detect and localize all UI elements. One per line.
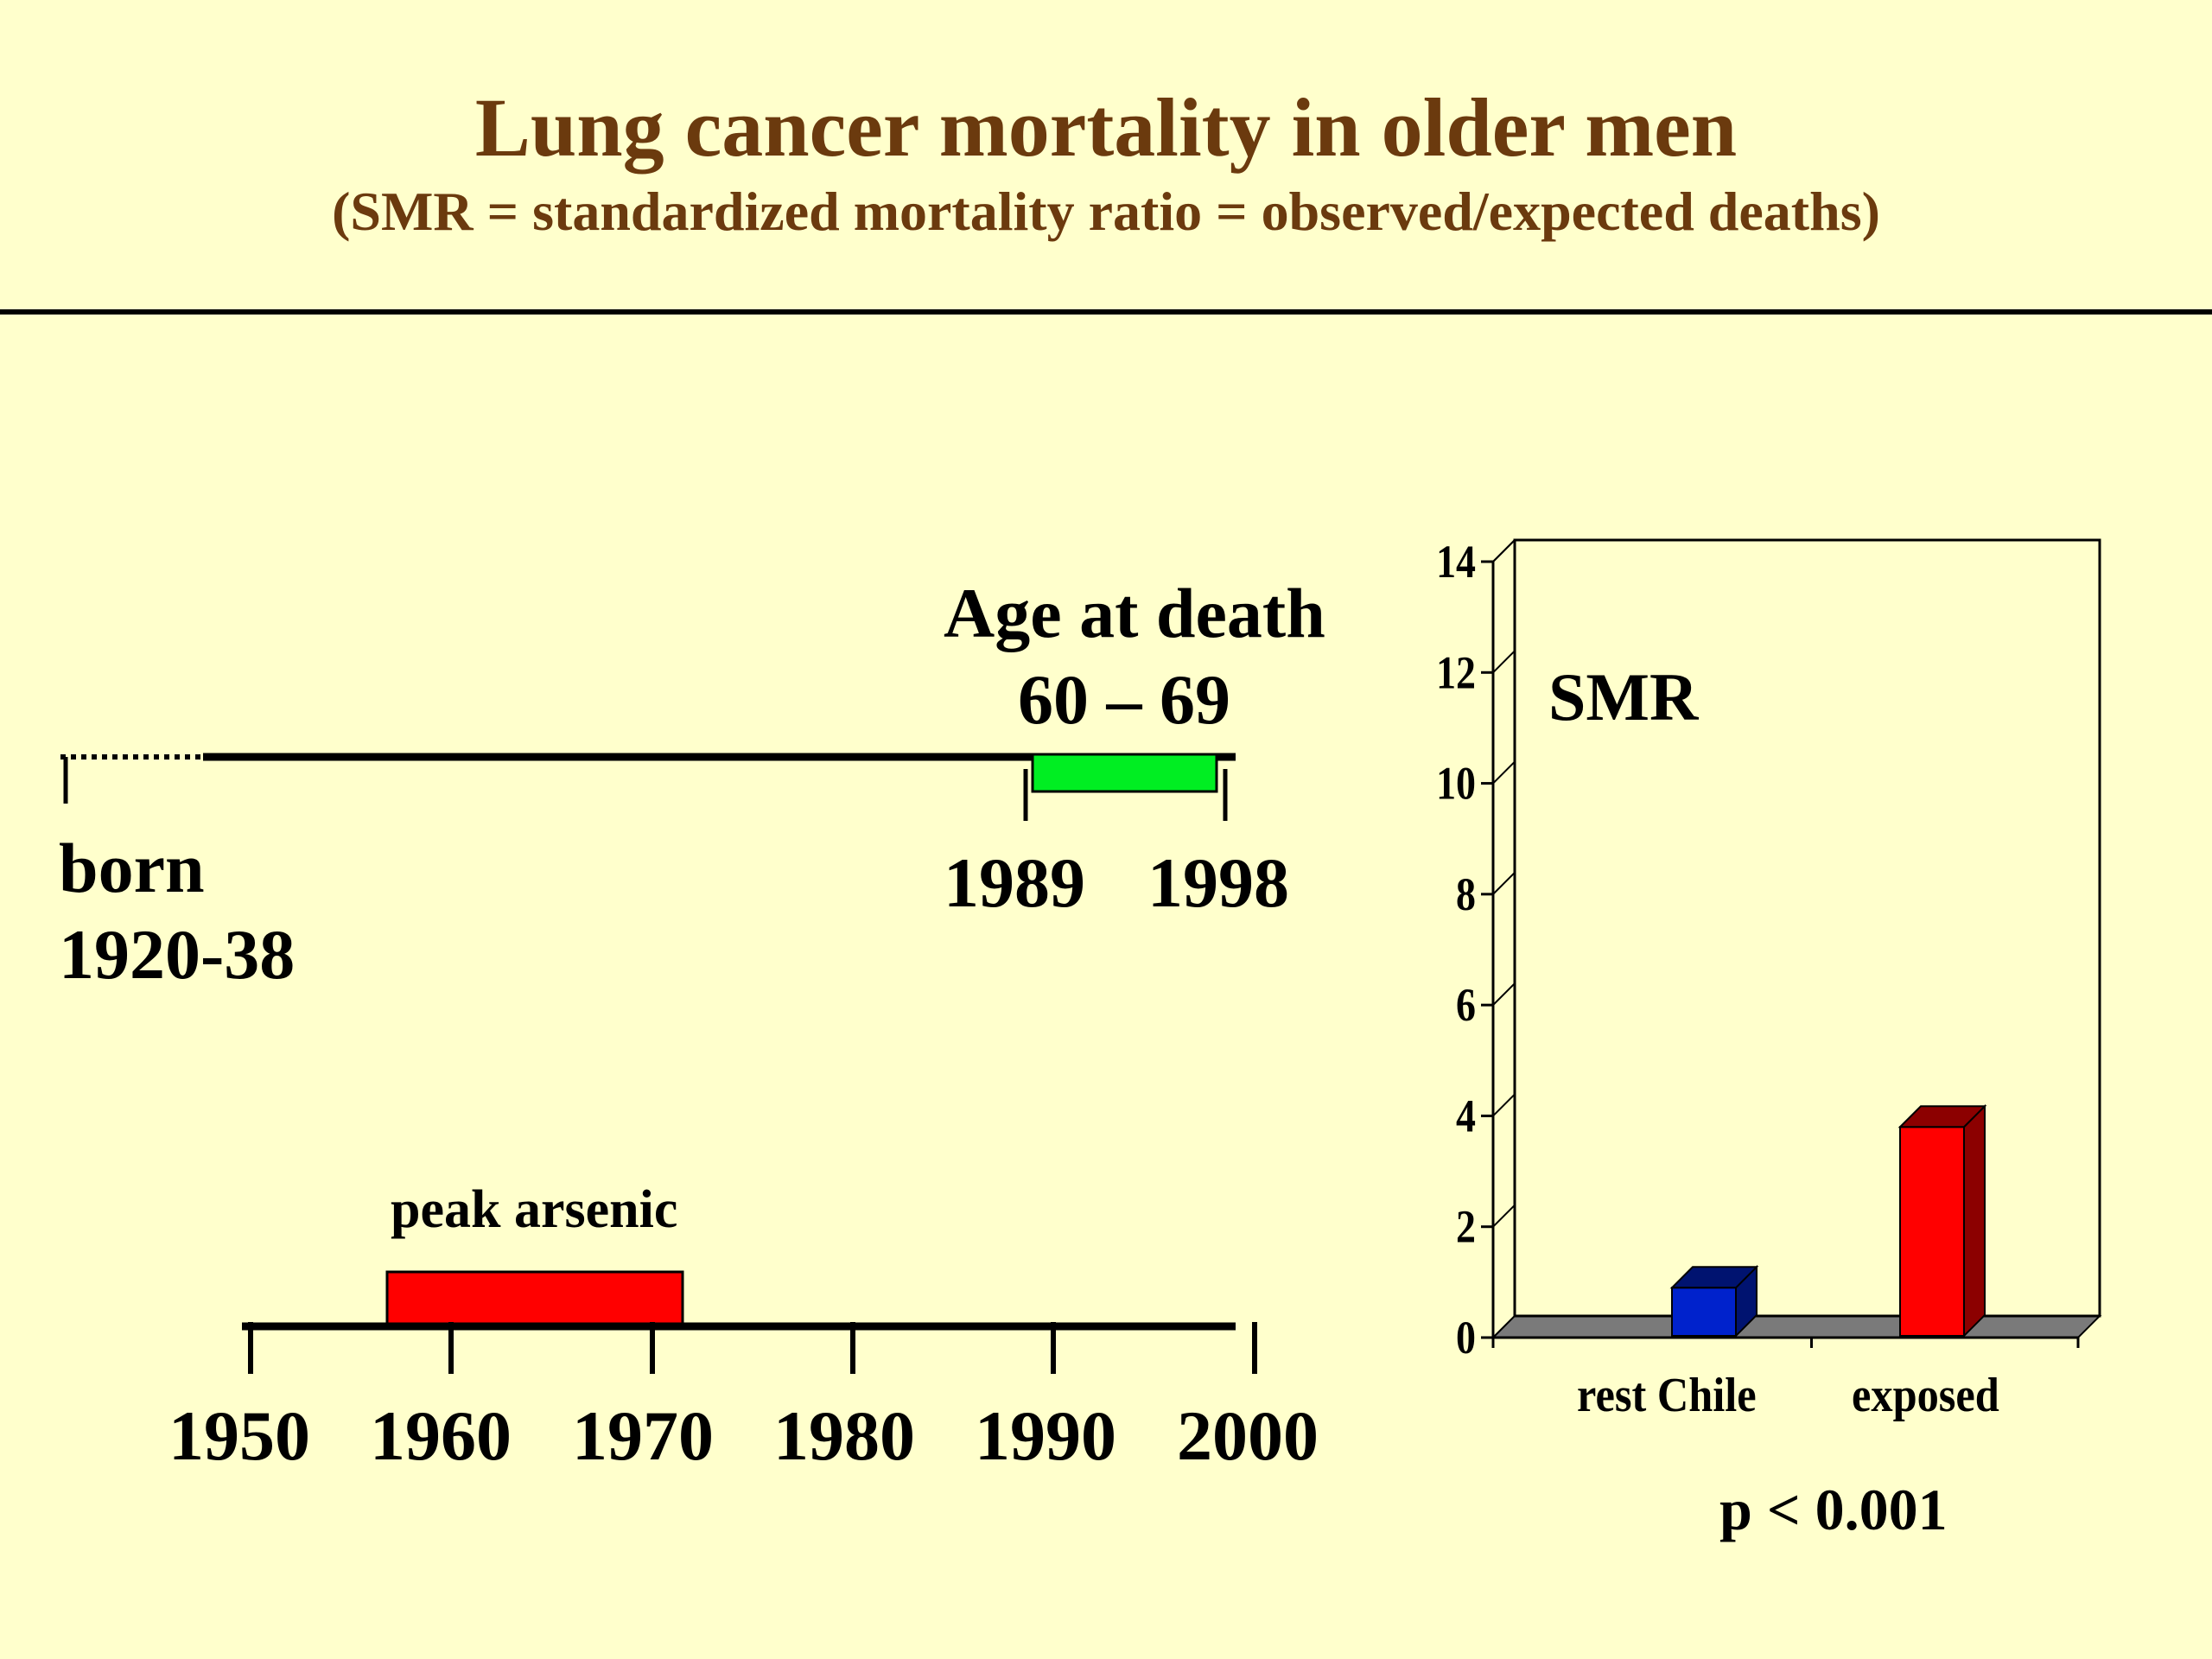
chart-frame: [1491, 538, 2102, 1348]
slide-subtitle: (SMR = standardized mortality ratio = ob…: [332, 181, 1880, 242]
y-tick-label: 6: [1456, 979, 1476, 1031]
gridline-side: [1492, 1205, 1516, 1228]
y-tick-label: 4: [1456, 1090, 1476, 1141]
death-end-year: 1998: [1147, 843, 1289, 922]
chart-top-edge: [1492, 539, 1516, 563]
y-tick-label: 10: [1436, 757, 1476, 809]
gridline-side: [1492, 872, 1516, 895]
bar-top: [1669, 1266, 1759, 1289]
gridline-side: [1492, 982, 1516, 1006]
chart-floor: [1491, 1315, 2102, 1338]
calendar-axis-ticks: [248, 1322, 1257, 1374]
peak-arsenic-label: peak arsenic: [391, 1180, 678, 1239]
y-tick-label: 12: [1436, 646, 1476, 698]
age-at-death-label: Age at death: [944, 574, 1325, 652]
chart-y-axis-ticks: 0 2 4 6 8 10 12 14: [1436, 536, 1493, 1363]
age-range: 60 – 69: [1018, 660, 1230, 739]
p-value-annotation: p < 0.001: [1719, 1477, 1948, 1542]
bar-side: [1963, 1103, 1986, 1338]
born-years: 1920-38: [59, 915, 296, 994]
bar-top: [1897, 1105, 1987, 1128]
bar-exposed: [1899, 1126, 1965, 1338]
gridline-side: [1492, 760, 1516, 785]
gridline-side: [1492, 1093, 1516, 1117]
calendar-label-1990: 1990: [975, 1396, 1116, 1475]
slide-title: Lung cancer mortality in older men: [474, 81, 1738, 174]
x-label-exposed: exposed: [1852, 1369, 1999, 1422]
death-window-bar: [1031, 753, 1218, 793]
chart-bars: [1669, 1103, 1987, 1338]
death-start-year: 1989: [944, 843, 1085, 922]
born-label: born: [59, 829, 205, 907]
calendar-label-2000: 2000: [1177, 1396, 1319, 1475]
y-tick-label: 2: [1456, 1200, 1476, 1252]
calendar-label-1960: 1960: [370, 1396, 512, 1475]
x-label-rest-chile: rest Chile: [1577, 1369, 1757, 1422]
peak-arsenic-bar: [385, 1270, 684, 1329]
calendar-label-1980: 1980: [773, 1396, 915, 1475]
gridline-side: [1492, 650, 1516, 673]
title-divider: [0, 309, 2212, 315]
y-tick-label: 8: [1456, 868, 1476, 919]
chart-title: SMR: [1548, 659, 1700, 734]
calendar-label-1950: 1950: [168, 1396, 310, 1475]
calendar-label-1970: 1970: [572, 1396, 714, 1475]
y-tick-label: 14: [1436, 536, 1476, 588]
bar-rest-chile: [1671, 1287, 1737, 1338]
y-tick-label: 0: [1456, 1312, 1476, 1363]
chart-back-wall: [1513, 538, 2101, 1318]
